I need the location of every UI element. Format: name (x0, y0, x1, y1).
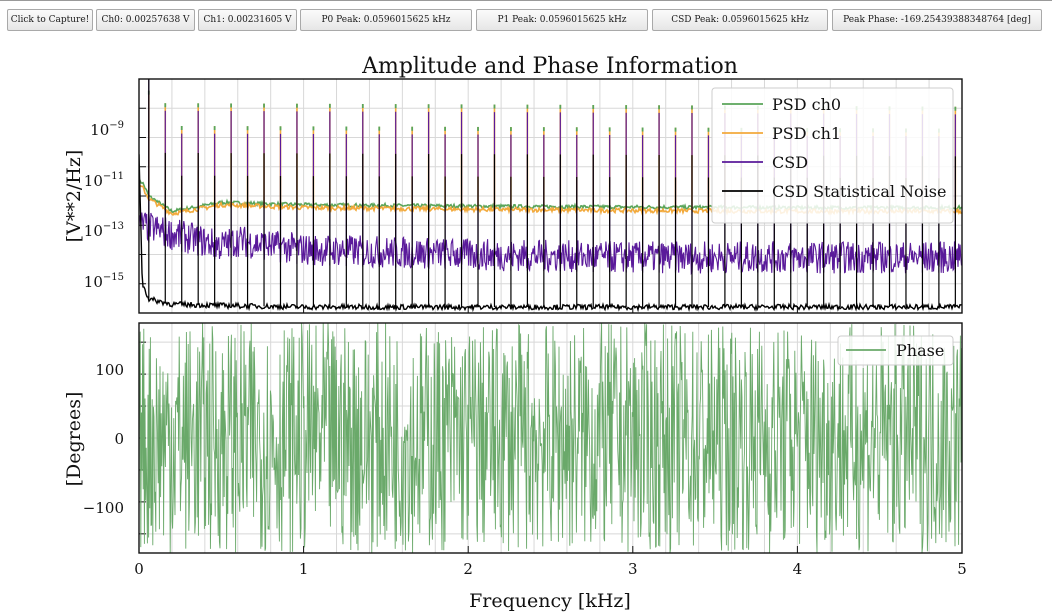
xtick-label: 0 (134, 560, 144, 578)
ytick-label: −100 (83, 499, 124, 517)
amplitude-phase-figure: Amplitude and Phase Information 10−9 10−… (63, 54, 967, 612)
ytick-label: 10−11 (84, 171, 124, 190)
ytick-label: 100 (95, 361, 124, 379)
legend-box (837, 335, 954, 366)
phase-plot-area (139, 323, 962, 553)
x-tick-labels: 0 1 2 3 4 5 (134, 560, 967, 578)
amplitude-grid (138, 79, 963, 313)
capture-button[interactable]: Click to Capture! (7, 9, 93, 31)
amplitude-y-label: [V**2/Hz] (63, 150, 85, 243)
xtick-label: 5 (957, 560, 967, 578)
x-axis-label: Frequency [kHz] (469, 590, 631, 612)
legend-label: CSD (772, 153, 808, 172)
legend-label: PSD ch0 (772, 95, 841, 114)
csd-peak-button[interactable]: CSD Peak: 0.0596015625 kHz (652, 9, 828, 31)
ytick-label: 10−9 (90, 120, 124, 139)
ytick-label: 0 (114, 430, 124, 448)
ch1-value-button[interactable]: Ch1: 0.00231605 V (198, 9, 297, 31)
amplitude-axes-frame (138, 78, 963, 314)
legend-label: PSD ch1 (772, 124, 841, 143)
xtick-label: 4 (793, 560, 803, 578)
csd-noise-line (139, 154, 962, 313)
peak-phase-button[interactable]: Peak Phase: -169.25439388348764 [deg] (832, 9, 1042, 31)
toolbar: Click to Capture! Ch0: 0.00257638 V Ch1:… (0, 0, 1052, 36)
p1-peak-button[interactable]: P1 Peak: 0.0596015625 kHz (476, 9, 648, 31)
phase-y-label: [Degrees] (63, 392, 85, 487)
top-divider (0, 0, 1052, 1)
amplitude-legend: PSD ch0 PSD ch1 CSD CSD Statistical Nois… (711, 87, 954, 224)
xtick-label: 1 (299, 560, 309, 578)
ytick-label: 10−15 (84, 272, 124, 291)
phase-legend: Phase (837, 335, 954, 366)
legend-box (711, 87, 954, 224)
csd-line (139, 211, 962, 275)
p0-peak-button[interactable]: P0 Peak: 0.0596015625 kHz (300, 9, 472, 31)
phase-line (139, 323, 962, 553)
xtick-label: 2 (463, 560, 473, 578)
figure-title: Amplitude and Phase Information (361, 54, 738, 79)
ch0-value-button[interactable]: Ch0: 0.00257638 V (96, 9, 195, 31)
phase-axes-frame (138, 322, 963, 554)
legend-label: CSD Statistical Noise (772, 182, 946, 201)
xtick-label: 3 (628, 560, 638, 578)
ytick-label: 10−13 (84, 221, 124, 240)
legend-label: Phase (896, 341, 944, 360)
amplitude-y-ticks: 10−9 10−11 10−13 10−15 (84, 120, 124, 291)
